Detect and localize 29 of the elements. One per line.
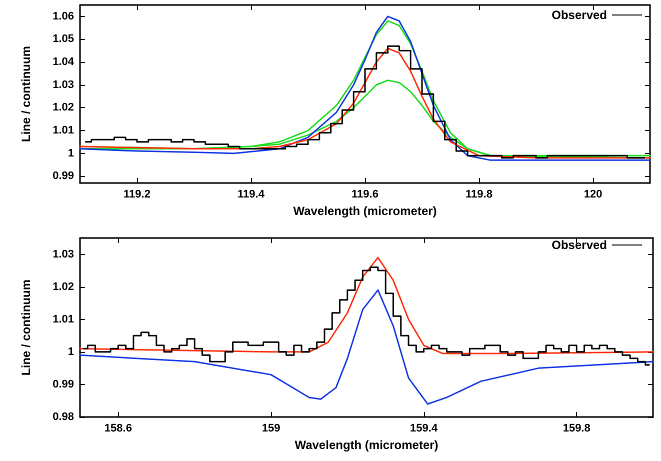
y-tick-label: 0.98: [52, 411, 74, 423]
x-axis-title: Wavelength (micrometer): [294, 438, 438, 452]
y-tick-label: 1.02: [52, 102, 74, 114]
y-tick-label: 1.02: [52, 280, 74, 293]
y-tick-label: 1.01: [52, 313, 74, 326]
x-tick-label: 119.6: [352, 188, 378, 200]
y-axis-title: Line / continuum: [19, 280, 33, 376]
x-axis-title: Wavelength (micrometer): [293, 204, 437, 218]
y-tick-label: 1: [68, 346, 74, 358]
y-tick-label: 0.99: [52, 378, 74, 390]
x-tick-label: 159.4: [410, 422, 438, 434]
x-tick-label: 119.2: [124, 188, 150, 200]
y-tick-label: 1.03: [52, 248, 74, 260]
legend-label: Observed: [552, 8, 607, 22]
x-tick-label: 159: [262, 422, 280, 434]
y-tick-label: 0.99: [52, 170, 74, 182]
y-tick-label: 1.04: [52, 56, 75, 68]
x-tick-label: 119.4: [238, 188, 266, 200]
x-tick-label: 159.8: [562, 422, 590, 434]
y-tick-label: 1.05: [52, 33, 74, 46]
y-axis-title: Line / continuum: [19, 46, 33, 142]
x-tick-label: 119.8: [466, 188, 492, 200]
y-tick-label: 1: [68, 147, 74, 160]
y-tick-label: 1.01: [52, 124, 74, 137]
x-tick-label: 158.6: [104, 422, 132, 434]
y-tick-label: 1.03: [52, 78, 74, 91]
y-tick-label: 1.06: [52, 10, 74, 22]
legend-label: Observed: [552, 238, 607, 252]
x-tick-label: 120: [584, 188, 602, 200]
